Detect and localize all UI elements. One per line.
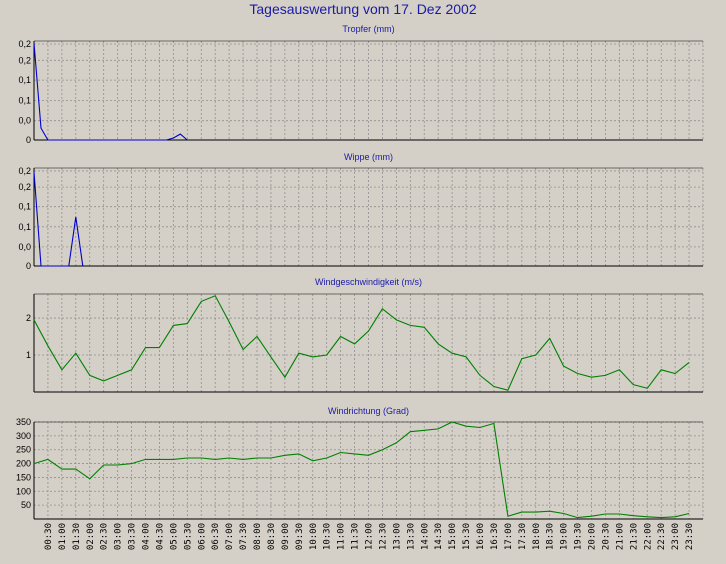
x-tick-label: 12:00 xyxy=(365,523,375,550)
panel-4-title: Windrichtung (Grad) xyxy=(328,406,409,416)
x-tick-label: 01:30 xyxy=(72,523,82,550)
x-tick-label: 17:30 xyxy=(518,523,528,550)
x-tick-label: 15:00 xyxy=(448,523,458,550)
y-tick-label: 50 xyxy=(21,500,31,510)
x-tick-label: 08:30 xyxy=(267,523,277,550)
panel-3-title: Windgeschwindigkeit (m/s) xyxy=(315,277,422,287)
x-tick-label: 01:00 xyxy=(58,523,68,550)
panel-1-title: Tropfer (mm) xyxy=(342,24,394,34)
x-tick-label: 21:00 xyxy=(615,523,625,550)
x-tick-label: 20:00 xyxy=(588,523,598,550)
y-tick-label: 0,2 xyxy=(18,55,31,65)
x-tick-label: 06:00 xyxy=(197,523,207,550)
x-tick-label: 17:00 xyxy=(504,523,514,550)
y-tick-label: 0,1 xyxy=(18,202,31,212)
x-tick-label: 23:30 xyxy=(685,523,695,550)
panel-4-series-line xyxy=(33,421,690,519)
y-tick-label: 0,0 xyxy=(18,242,31,252)
panel-2-title: Wippe (mm) xyxy=(344,152,393,162)
x-tick-label: 05:00 xyxy=(169,523,179,550)
panel-1-series-line xyxy=(33,42,188,141)
panel-3-series-line xyxy=(33,295,690,391)
y-tick-label: 150 xyxy=(16,472,31,482)
x-tick-label: 18:30 xyxy=(546,523,556,550)
y-tick-label: 0,1 xyxy=(18,95,31,105)
y-tick-label: 2 xyxy=(26,313,31,323)
x-tick-label: 12:30 xyxy=(378,523,388,550)
y-tick-label: 200 xyxy=(16,459,31,469)
x-tick-label: 20:30 xyxy=(601,523,611,550)
x-tick-label: 16:30 xyxy=(490,523,500,550)
x-tick-label: 15:30 xyxy=(462,523,472,550)
y-tick-label: 300 xyxy=(16,431,31,441)
x-tick-label: 04:00 xyxy=(142,523,152,550)
y-tick-label: 0,2 xyxy=(18,166,31,176)
x-tick-label: 19:30 xyxy=(574,523,584,550)
panel-2-series-line xyxy=(33,171,84,267)
y-tick-label: 100 xyxy=(16,486,31,496)
x-tick-label: 22:00 xyxy=(643,523,653,550)
x-tick-label: 05:30 xyxy=(183,523,193,550)
x-tick-label: 07:30 xyxy=(239,523,249,550)
y-tick-label: 250 xyxy=(16,445,31,455)
x-tick-label: 18:00 xyxy=(532,523,542,550)
x-tick-label: 19:00 xyxy=(560,523,570,550)
y-tick-label: 0,1 xyxy=(18,222,31,232)
x-tick-label: 23:00 xyxy=(671,523,681,550)
x-tick-label: 07:00 xyxy=(225,523,235,550)
x-tick-label: 04:30 xyxy=(155,523,165,550)
x-tick-label: 16:00 xyxy=(476,523,486,550)
x-tick-label: 14:00 xyxy=(420,523,430,550)
y-tick-label: 0 xyxy=(26,135,31,145)
y-tick-label: 350 xyxy=(16,417,31,427)
x-tick-label: 03:00 xyxy=(114,523,124,550)
x-tick-label: 09:00 xyxy=(281,523,291,550)
x-tick-label: 08:00 xyxy=(253,523,263,550)
x-tick-label: 22:30 xyxy=(657,523,667,550)
y-tick-label: 0 xyxy=(26,261,31,271)
y-tick-label: 0,2 xyxy=(18,39,31,49)
page-title: Tagesauswertung vom 17. Dez 2002 xyxy=(249,1,477,17)
x-tick-label: 10:30 xyxy=(323,523,333,550)
x-tick-label: 13:30 xyxy=(406,523,416,550)
x-tick-label: 11:30 xyxy=(351,523,361,550)
x-tick-label: 10:00 xyxy=(309,523,319,550)
y-tick-label: 0,0 xyxy=(18,116,31,126)
x-tick-label: 02:30 xyxy=(100,523,110,550)
x-tick-label: 06:30 xyxy=(211,523,221,550)
x-tick-label: 09:30 xyxy=(295,523,305,550)
y-tick-label: 0,1 xyxy=(18,75,31,85)
x-tick-label: 21:30 xyxy=(629,523,639,550)
x-tick-label: 00:30 xyxy=(44,523,54,550)
x-tick-label: 02:00 xyxy=(86,523,96,550)
y-tick-label: 1 xyxy=(26,350,31,360)
x-tick-label: 13:00 xyxy=(392,523,402,550)
y-tick-label: 0,2 xyxy=(18,182,31,192)
x-tick-label: 11:00 xyxy=(337,523,347,550)
x-tick-label: 14:30 xyxy=(434,523,444,550)
x-tick-label: 03:30 xyxy=(128,523,138,550)
